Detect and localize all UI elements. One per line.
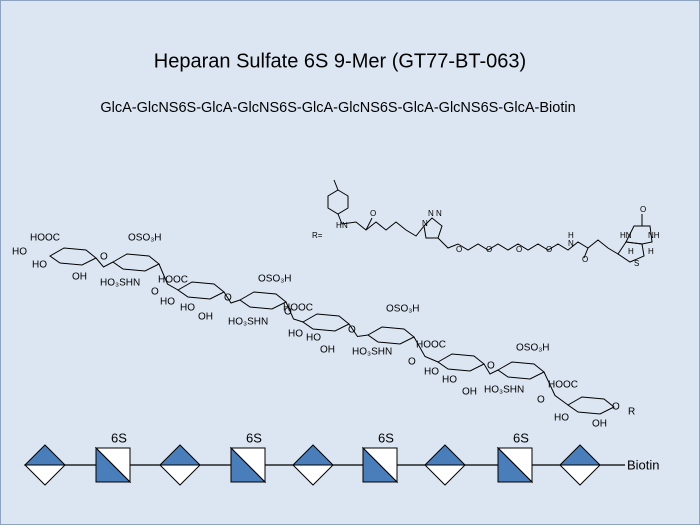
- r-label: R=: [312, 231, 323, 240]
- glycosidic-bond: [223, 291, 241, 304]
- modification-label: 6S: [378, 430, 394, 445]
- atom-label: HO: [32, 260, 47, 271]
- glcns6s-square: [497, 446, 534, 483]
- atom-label: OSO₃H: [128, 233, 162, 244]
- glca-diamond: [558, 464, 602, 486]
- atom-label: HOOC: [283, 303, 313, 314]
- linker-label: O: [546, 245, 552, 254]
- glca-diamond: [23, 464, 67, 486]
- glcns6s-square: [362, 446, 399, 483]
- linker-label: H: [628, 247, 634, 256]
- linker-label: H: [568, 231, 574, 240]
- atom-label: HOOC: [548, 380, 578, 391]
- glycosidic-bond: [413, 336, 439, 363]
- atom-label: HO: [12, 247, 27, 258]
- subtitle: GlcA-GlcNS6S-GlcA-GlcNS6S-GlcA-GlcNS6S-G…: [100, 100, 575, 116]
- linker-label: N: [436, 209, 442, 218]
- atom-label: O: [612, 402, 620, 413]
- atom-label: OSO₃H: [516, 343, 550, 354]
- atom-label: HO₃SHN: [352, 347, 392, 358]
- atom-label: OSO₃H: [258, 274, 292, 285]
- atom-label: O: [348, 325, 356, 336]
- atom-label: HO: [306, 333, 321, 344]
- linker-label: O: [486, 245, 492, 254]
- glycosidic-bond: [483, 363, 499, 375]
- atom-label: HO: [160, 297, 175, 308]
- modification-label: 6S: [111, 430, 127, 445]
- linker-label: N: [568, 239, 574, 248]
- sugar-ring: [567, 396, 615, 415]
- linker-label: NH: [648, 231, 660, 240]
- atom-label: HO: [442, 375, 457, 386]
- linker-label: O: [456, 245, 462, 254]
- linker-label: S: [634, 259, 639, 268]
- linker-label: O: [370, 209, 376, 218]
- atom-label: OH: [198, 312, 213, 323]
- linker-label: O: [582, 255, 588, 264]
- atom-label: O: [408, 357, 416, 368]
- atom-label: O: [151, 287, 159, 298]
- glycosidic-bond: [348, 323, 369, 338]
- atom-label: HO: [180, 303, 195, 314]
- linker-label: O: [516, 245, 522, 254]
- atom-label: O: [487, 361, 495, 372]
- end-label: Biotin: [627, 457, 660, 472]
- glycosidic-bond: [543, 371, 569, 406]
- atom-label: O: [100, 252, 108, 263]
- linker-label: N: [342, 221, 348, 230]
- atom-label: HO: [424, 367, 439, 378]
- glcns6s-square: [95, 446, 132, 483]
- linker-label: N: [422, 219, 428, 228]
- linker-label: H: [648, 247, 654, 256]
- atom-label: OSO₃H: [386, 304, 420, 315]
- atom-label: HOOC: [30, 233, 60, 244]
- atom-label: HOOC: [416, 340, 446, 351]
- linker-label: HN: [620, 231, 632, 240]
- modification-label: 6S: [246, 430, 262, 445]
- modification-label: 6S: [513, 430, 529, 445]
- symbol-chain: 6S 6S 6S 6S: [23, 430, 625, 486]
- atom-label: OH: [592, 419, 607, 430]
- atom-label: HO₃SHN: [484, 385, 524, 396]
- atom-label: OH: [462, 387, 477, 398]
- glycosidic-bond: [95, 257, 114, 268]
- linker-label: H: [336, 221, 342, 230]
- linker: [327, 179, 653, 263]
- atom-label: HOOC: [158, 275, 188, 286]
- glca-diamond: [158, 464, 202, 486]
- atom-label: O: [224, 293, 232, 304]
- glcns6s-square: [230, 446, 267, 483]
- glca-diamond: [423, 464, 467, 486]
- atom-label: OH: [72, 272, 87, 283]
- glycosidic-bond: [158, 263, 179, 291]
- atom-label: HO: [288, 329, 303, 340]
- linker-label: N: [428, 209, 434, 218]
- glca-diamond: [291, 464, 335, 486]
- atom-label: OH: [320, 345, 335, 356]
- atom-label: HO: [554, 413, 569, 424]
- atom-label: O: [537, 395, 545, 406]
- linker-label: O: [640, 205, 646, 214]
- glycosidic-bond: [285, 301, 304, 323]
- atom-label: HO₃SHN: [100, 278, 140, 289]
- atom-label: O: [284, 307, 292, 318]
- atom-label: HO₃SHN: [228, 317, 268, 328]
- title: Heparan Sulfate 6S 9-Mer (GT77-BT-063): [154, 50, 526, 72]
- atom-label: R: [628, 407, 635, 418]
